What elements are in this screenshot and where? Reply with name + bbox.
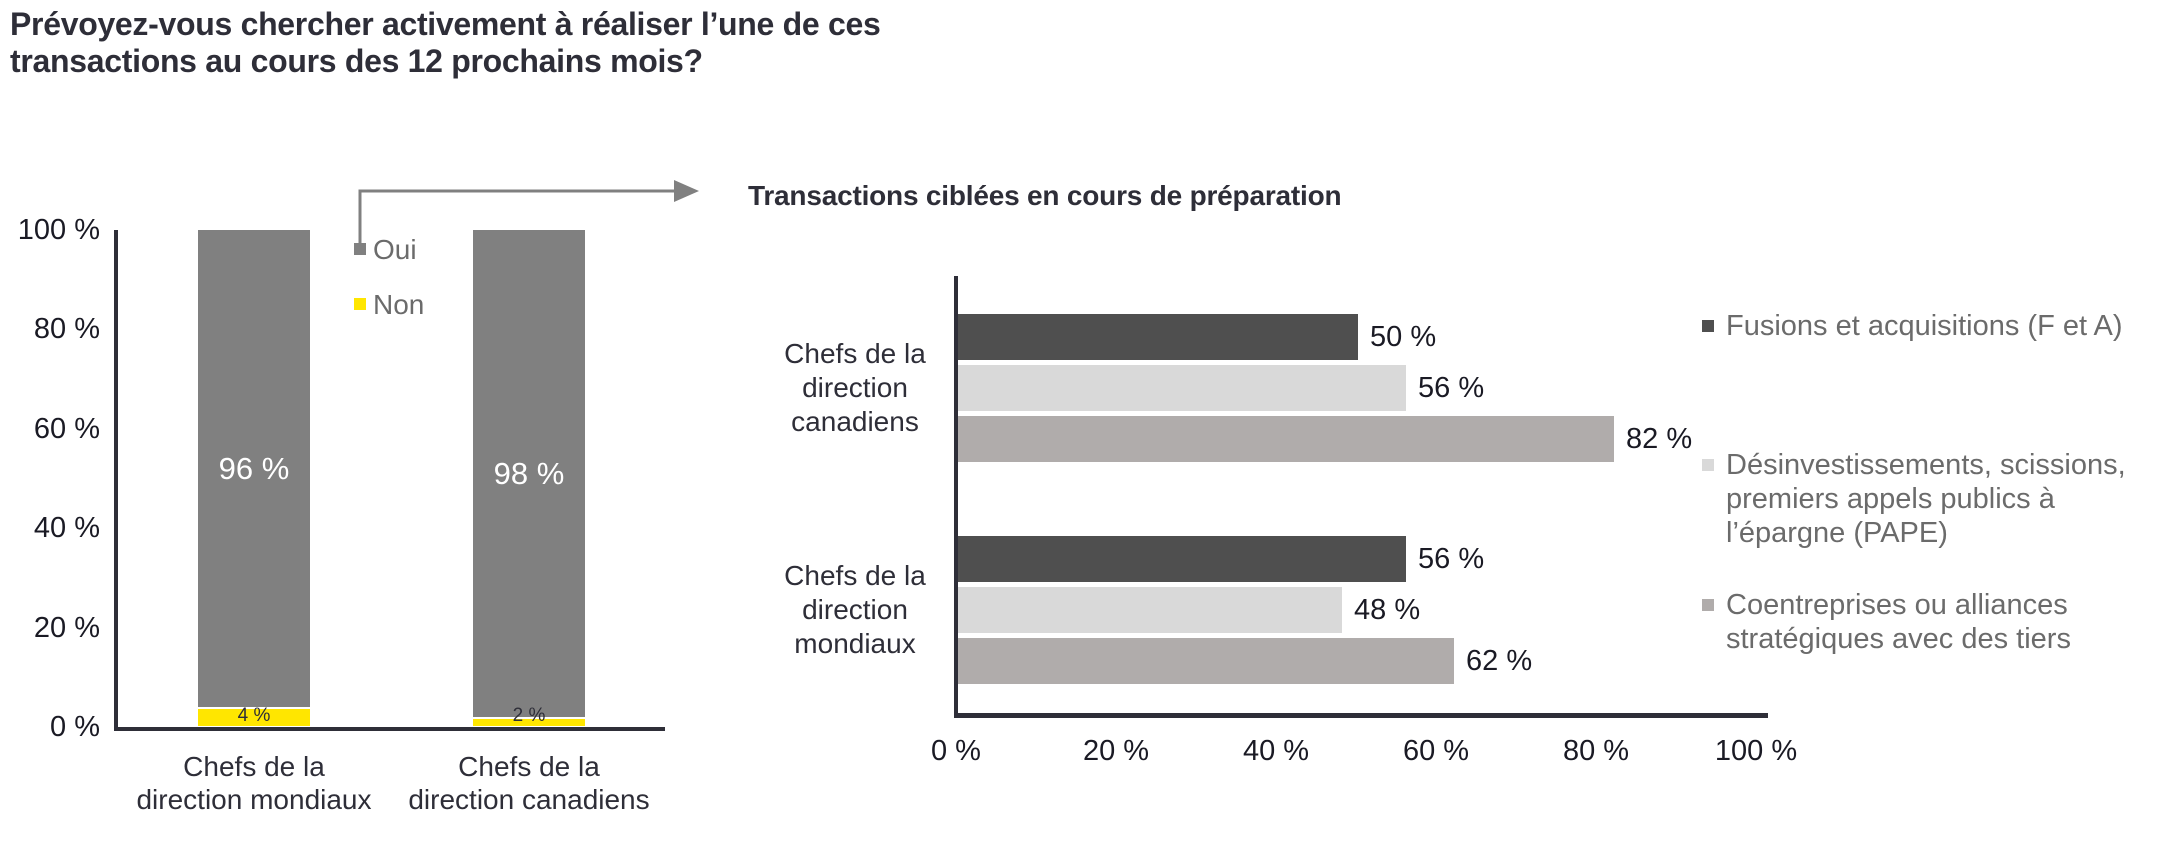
legend-label-line: l’épargne (PAPE) xyxy=(1726,517,1948,549)
legend-item: Non xyxy=(354,288,424,321)
legend-swatch xyxy=(1702,459,1714,471)
category-label-line: Chefs de la xyxy=(784,560,926,591)
y-tick-label: 100 % xyxy=(17,214,100,246)
value-label: 48 % xyxy=(1354,594,1421,626)
y-tick-label: 80 % xyxy=(33,313,100,345)
category-label: Chefs de la direction mondiaux xyxy=(94,750,414,816)
stacked-column-chart: 0 % 20 % 40 % 60 % 80 % 100 % 96 % 4 % Chefs de … xyxy=(0,0,700,844)
x-tick-label: 100 % xyxy=(1714,735,1798,767)
x-tick-label: 80 % xyxy=(1562,735,1630,767)
x-axis-line xyxy=(114,727,665,731)
segment-value-label: 98 % xyxy=(493,456,565,491)
hbar xyxy=(958,416,1614,462)
value-label: 50 % xyxy=(1370,321,1437,353)
value-label: 62 % xyxy=(1466,645,1533,677)
right-chart-title: Transactions ciblées en cours de prépara… xyxy=(748,180,1342,211)
legend-item: Fusions et acquisitions (F et A) xyxy=(1702,309,2168,343)
legend-label: Désinvestissements, scissions, premiers a… xyxy=(1726,448,2126,550)
page-title-line-2: transactions au cours des 12 prochains m… xyxy=(10,43,703,79)
horizontal-bar-chart: 50 % 56 % 82 % Chefs de la direction canadien… xyxy=(700,0,2168,844)
category-label-line: Chefs de la xyxy=(784,338,926,369)
legend-label-line: Désinvestissements, scissions, xyxy=(1726,449,2126,481)
page-title-line-1: Prévoyez-vous chercher activement à réal… xyxy=(10,6,881,42)
segment-value-label: 96 % xyxy=(218,451,290,486)
legend-label: Fusions et acquisitions (F et A) xyxy=(1726,309,2123,343)
x-tick-label: 20 % xyxy=(1082,735,1150,767)
legend-label-line: Coentreprises ou alliances xyxy=(1726,589,2068,621)
x-tick-label: 40 % xyxy=(1242,735,1310,767)
bar-segment-non xyxy=(473,719,585,726)
category-label-line: direction xyxy=(802,594,908,625)
y-axis-line xyxy=(954,276,958,718)
hbar xyxy=(958,638,1454,684)
category-label-line: Chefs de la xyxy=(458,751,600,782)
category-label: Chefs de la direction canadiens xyxy=(695,337,1015,439)
x-axis-line xyxy=(954,713,1768,718)
legend-item: Coentreprises ou alliances stratégiques a… xyxy=(1702,588,2168,656)
y-tick-label: 0 % xyxy=(50,711,100,743)
legend-label: Coentreprises ou alliances stratégiques a… xyxy=(1726,588,2071,656)
hbar xyxy=(958,314,1358,360)
value-label: 56 % xyxy=(1418,543,1485,575)
y-tick-label: 20 % xyxy=(33,612,100,644)
connector-arrow-icon xyxy=(358,180,699,243)
legend-item: Désinvestissements, scissions, premiers a… xyxy=(1702,448,2168,550)
category-label-line: mondiaux xyxy=(794,628,916,659)
value-label: 82 % xyxy=(1626,423,1693,455)
bar-segment-oui xyxy=(473,230,585,717)
legend-swatch-non xyxy=(354,298,366,310)
category-label-line: direction canadiens xyxy=(408,784,650,815)
legend-label-line: stratégiques avec des tiers xyxy=(1726,623,2071,655)
value-label: 56 % xyxy=(1418,372,1485,404)
bar-segment-oui xyxy=(198,230,310,707)
hbar xyxy=(958,365,1406,411)
y-axis-line xyxy=(114,230,118,731)
legend-swatch-oui xyxy=(354,243,366,255)
category-label-line: direction mondiaux xyxy=(136,784,372,815)
x-tick-label: 0 % xyxy=(931,735,981,767)
segment-value-label-small: 4 % xyxy=(237,705,271,726)
category-label-line: canadiens xyxy=(791,406,919,437)
category-label-line: direction xyxy=(802,372,908,403)
page-title: Prévoyez-vous chercher activement à réal… xyxy=(10,6,1010,80)
legend-item: Oui xyxy=(354,233,417,266)
y-tick-label: 60 % xyxy=(33,413,100,445)
legend-label: Oui xyxy=(373,234,417,265)
y-tick-label: 40 % xyxy=(33,512,100,544)
hbar xyxy=(958,536,1406,582)
legend-label-line: premiers appels publics à xyxy=(1726,483,2055,515)
legend-swatch xyxy=(1702,320,1714,332)
legend-label: Non xyxy=(373,289,425,320)
category-label: Chefs de la direction mondiaux xyxy=(695,559,1015,661)
segment-value-label-small: 2 % xyxy=(512,705,546,726)
legend-label-line: Fusions et acquisitions (F et A) xyxy=(1726,310,2123,342)
x-tick-label: 60 % xyxy=(1402,735,1470,767)
legend-swatch xyxy=(1702,599,1714,611)
bar-segment-non xyxy=(198,709,310,726)
hbar xyxy=(958,587,1342,633)
category-label-line: Chefs de la xyxy=(183,751,325,782)
category-label: Chefs de la direction canadiens xyxy=(369,750,689,816)
